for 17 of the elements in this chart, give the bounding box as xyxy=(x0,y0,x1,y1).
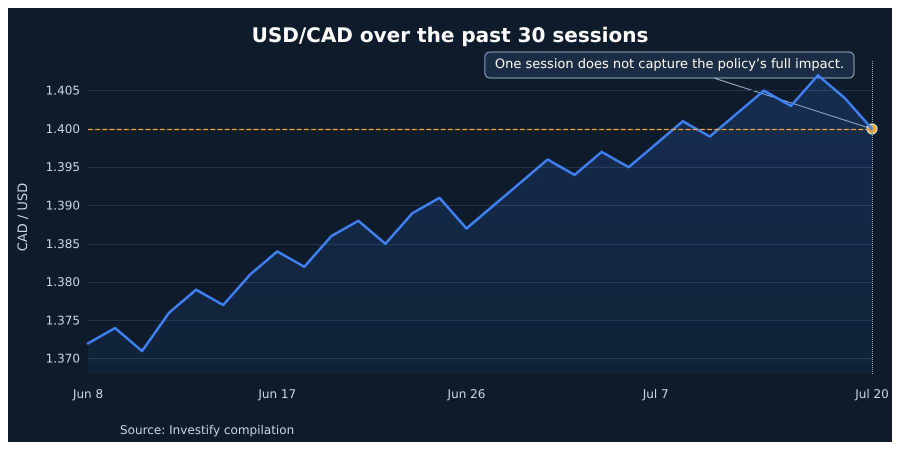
x-tick-label: Jun 8 xyxy=(72,387,104,401)
y-tick-label: 1.405 xyxy=(46,84,80,98)
y-tick-label: 1.400 xyxy=(46,122,80,136)
x-tick-label: Jul 20 xyxy=(854,387,889,401)
y-tick-label: 1.380 xyxy=(46,275,80,290)
y-tick-label: 1.395 xyxy=(46,160,80,174)
y-tick-label: 1.375 xyxy=(46,313,80,328)
y-tick-label: 1.370 xyxy=(46,352,80,366)
y-tick-label: 1.390 xyxy=(46,198,80,213)
y-axis-title: CAD / USD xyxy=(16,182,31,252)
x-tick-label: Jun 26 xyxy=(446,387,486,401)
x-tick-label: Jun 17 xyxy=(257,387,296,401)
source-note: Source: Investify compilation xyxy=(120,423,294,437)
x-tick-label: Jul 7 xyxy=(642,387,669,401)
annotation: One session does not capture the policy’s full impact. xyxy=(494,57,844,72)
y-tick-label: 1.385 xyxy=(46,236,80,251)
chart-title: USD/CAD over the past 30 sessions xyxy=(252,23,648,47)
